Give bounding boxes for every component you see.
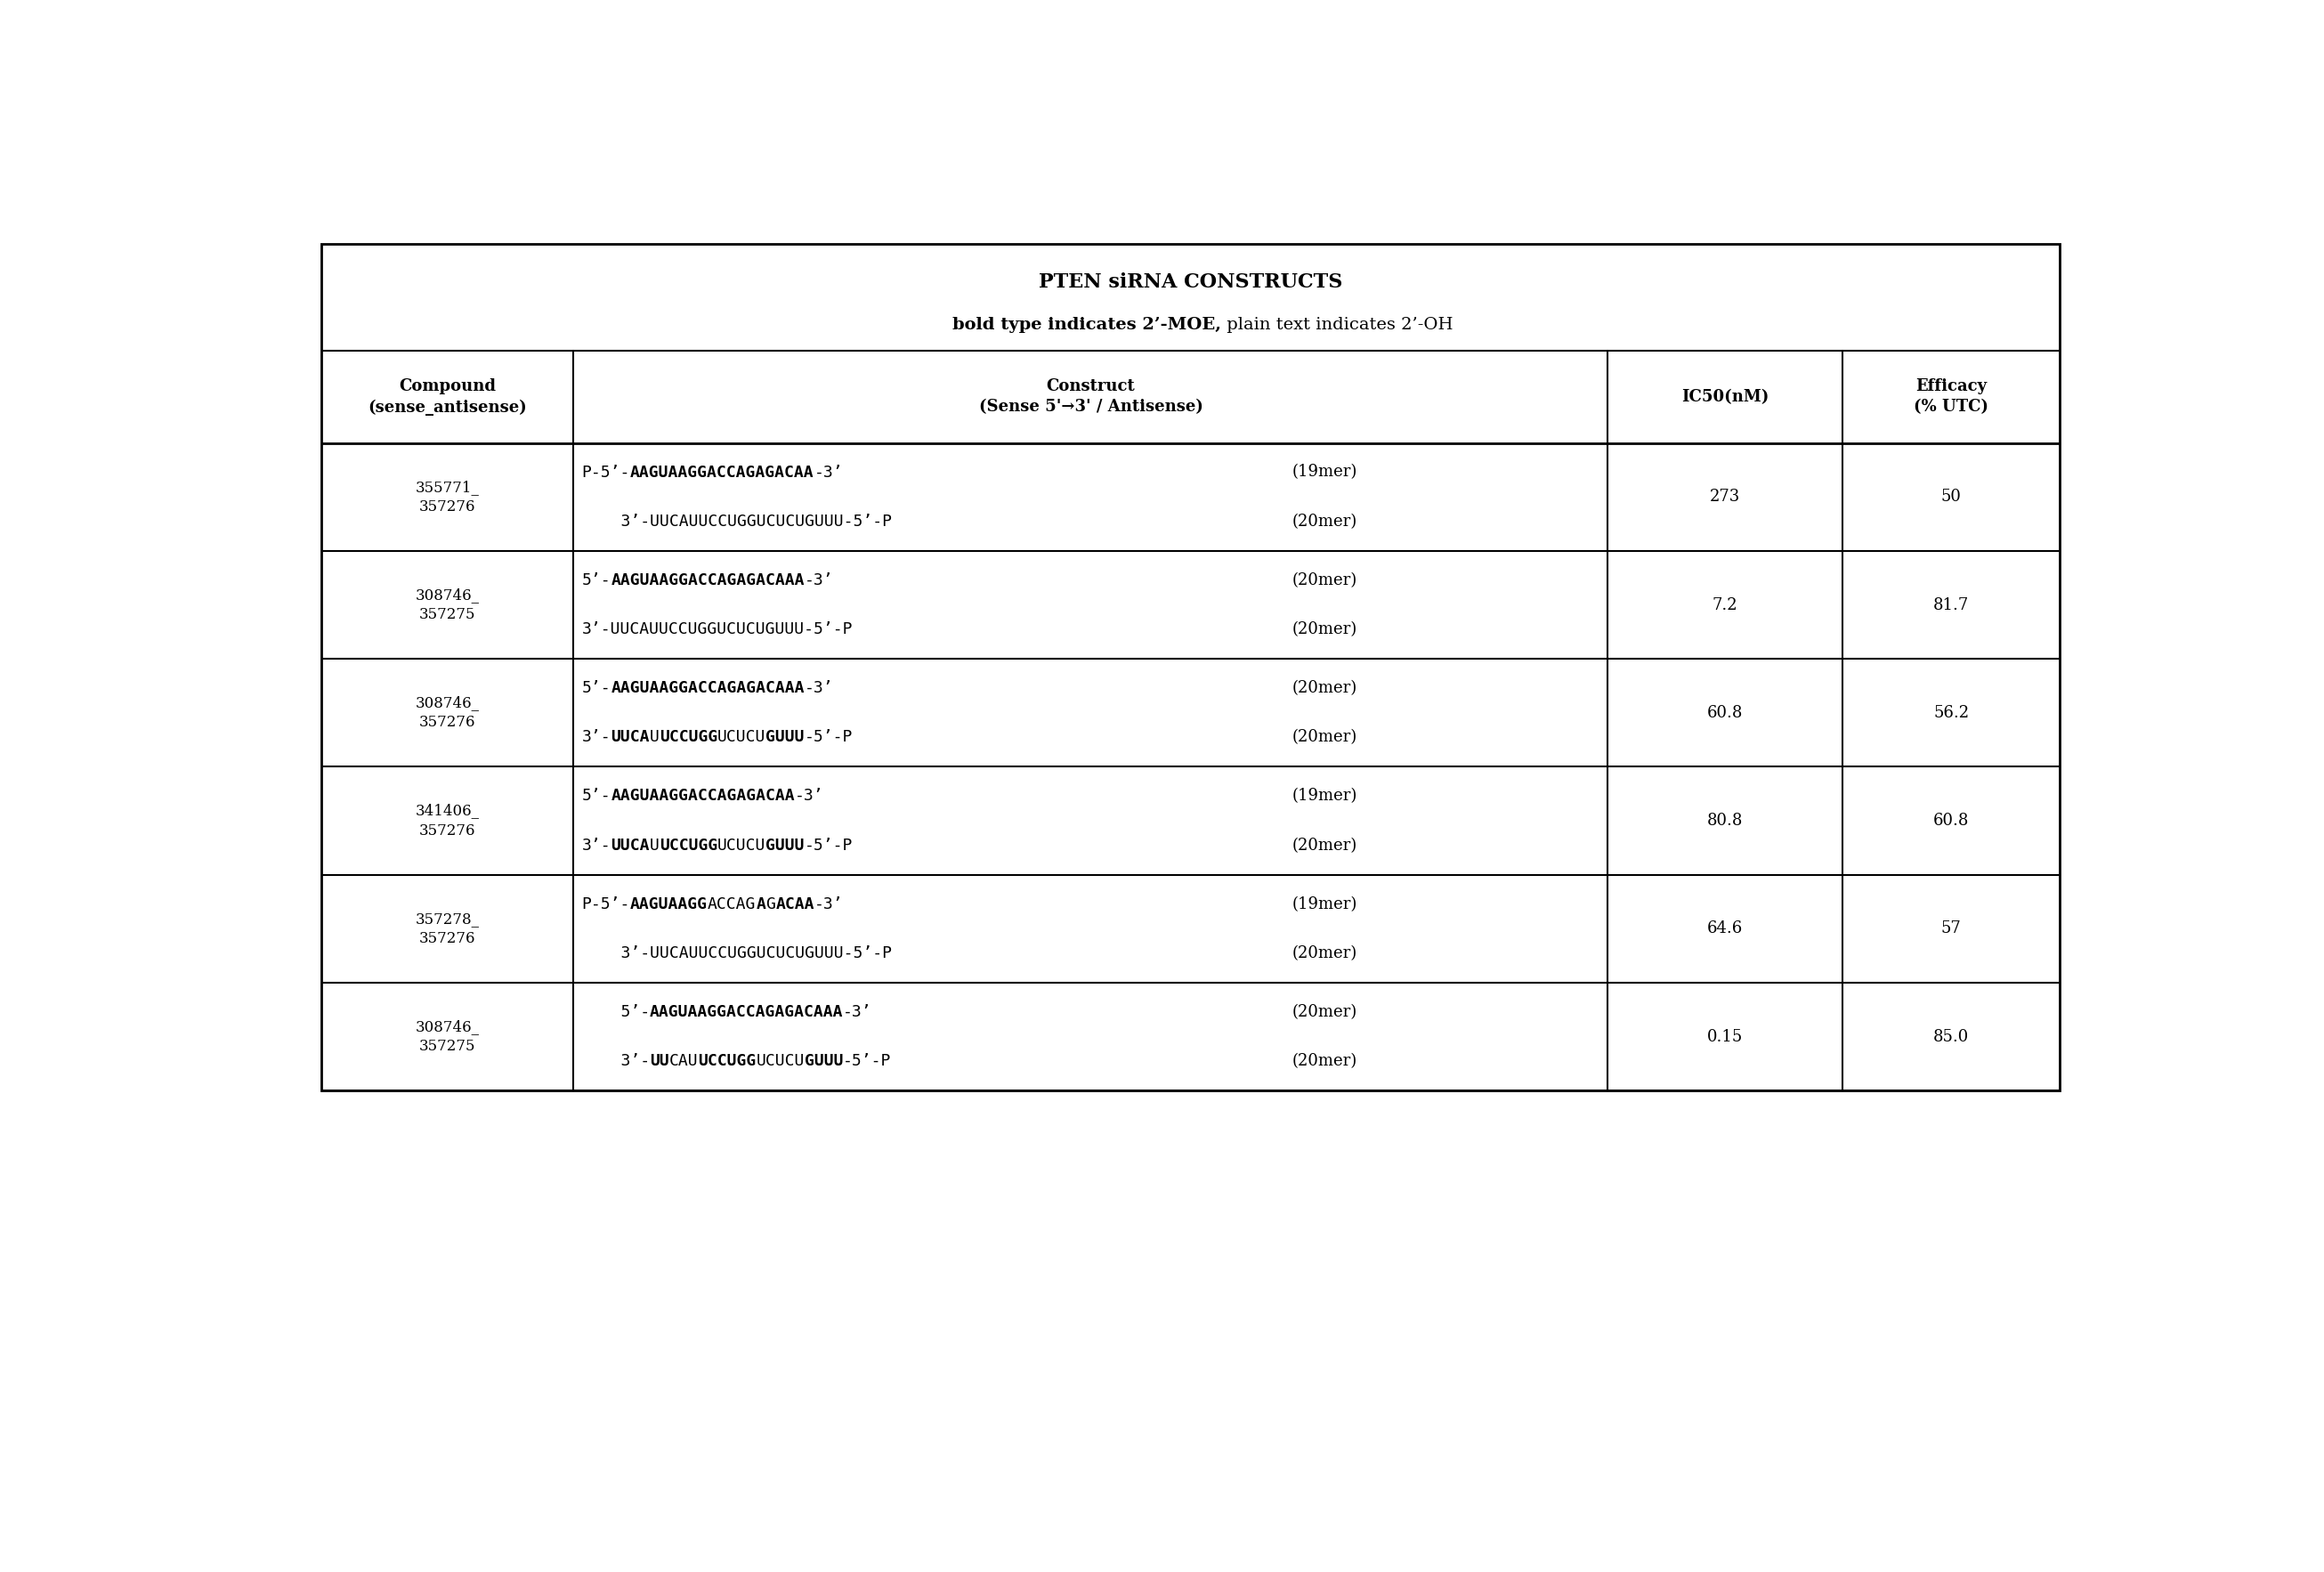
Text: AAGUAAGG: AAGUAAGG <box>630 896 709 912</box>
Text: 3’-: 3’- <box>581 838 611 854</box>
Text: 308746_
357275: 308746_ 357275 <box>416 588 479 623</box>
Text: UCUCU: UCUCU <box>718 729 767 745</box>
Text: (19mer): (19mer) <box>1292 788 1357 805</box>
Text: 355771_
357276: 355771_ 357276 <box>416 479 479 514</box>
Text: UCUCU: UCUCU <box>755 1053 804 1069</box>
Text: UCUCU: UCUCU <box>718 838 767 854</box>
Text: 60.8: 60.8 <box>1934 813 1968 828</box>
Text: 5’-: 5’- <box>581 788 611 805</box>
Text: 341406_
357276: 341406_ 357276 <box>416 803 479 838</box>
Text: 5’-: 5’- <box>581 681 611 696</box>
Text: 5’-: 5’- <box>581 1005 651 1020</box>
Text: 7.2: 7.2 <box>1713 597 1738 613</box>
Text: P-5’-: P-5’- <box>581 896 630 912</box>
Text: -3’: -3’ <box>813 464 844 479</box>
Text: U: U <box>651 838 660 854</box>
Text: (20mer): (20mer) <box>1292 681 1357 696</box>
Text: 357278_
357276: 357278_ 357276 <box>416 912 479 946</box>
Text: UCCUGG: UCCUGG <box>697 1053 755 1069</box>
Text: (20mer): (20mer) <box>1292 514 1357 530</box>
Text: 0.15: 0.15 <box>1708 1028 1743 1045</box>
Text: U: U <box>651 729 660 745</box>
Text: UUCA: UUCA <box>611 838 651 854</box>
Text: 5’-: 5’- <box>581 572 611 588</box>
Text: Efficacy
(% UTC): Efficacy (% UTC) <box>1915 379 1989 415</box>
Text: -5’-P: -5’-P <box>844 1053 892 1069</box>
Text: PTEN siRNA CONSTRUCTS: PTEN siRNA CONSTRUCTS <box>1039 272 1343 292</box>
Text: ACAA: ACAA <box>776 896 813 912</box>
Text: UUCA: UUCA <box>611 729 651 745</box>
Text: (20mer): (20mer) <box>1292 729 1357 745</box>
Text: 80.8: 80.8 <box>1708 813 1743 828</box>
Text: 56.2: 56.2 <box>1934 704 1968 722</box>
Text: 3’-: 3’- <box>581 729 611 745</box>
Text: IC50(nM): IC50(nM) <box>1683 388 1769 404</box>
Text: P-5’-: P-5’- <box>581 464 630 479</box>
Text: G: G <box>767 896 776 912</box>
Text: (20mer): (20mer) <box>1292 621 1357 638</box>
Text: (19mer): (19mer) <box>1292 464 1357 479</box>
Text: 308746_
357275: 308746_ 357275 <box>416 1019 479 1055</box>
Text: Construct
(Sense 5'→3' / Antisense): Construct (Sense 5'→3' / Antisense) <box>978 379 1204 415</box>
Text: plain text indicates 2’-OH: plain text indicates 2’-OH <box>1220 316 1452 333</box>
Text: CAU: CAU <box>669 1053 697 1069</box>
Text: UU: UU <box>651 1053 669 1069</box>
Text: GUUU: GUUU <box>767 729 804 745</box>
Text: (19mer): (19mer) <box>1292 896 1357 912</box>
Bar <box>321 244 2059 1091</box>
Text: -3’: -3’ <box>813 896 844 912</box>
Text: (20mer): (20mer) <box>1292 838 1357 854</box>
Text: UCCUGG: UCCUGG <box>660 838 718 854</box>
Text: 3’-UUCAUUCCUGGUCUCUGUUU-5’-P: 3’-UUCAUUCCUGGUCUCUGUUU-5’-P <box>581 945 892 962</box>
Text: (20mer): (20mer) <box>1292 1005 1357 1020</box>
Text: -3’: -3’ <box>844 1005 872 1020</box>
Text: AAGUAAGGACCAGAGACAAA: AAGUAAGGACCAGAGACAAA <box>651 1005 844 1020</box>
Text: UCCUGG: UCCUGG <box>660 729 718 745</box>
Text: 3’-UUCAUUCCUGGUCUCUGUUU-5’-P: 3’-UUCAUUCCUGGUCUCUGUUU-5’-P <box>581 514 892 530</box>
Text: (20mer): (20mer) <box>1292 1053 1357 1069</box>
Text: AAGUAAGGACCAGAGACAAA: AAGUAAGGACCAGAGACAAA <box>611 572 804 588</box>
Text: -5’-P: -5’-P <box>804 838 853 854</box>
Text: 60.8: 60.8 <box>1708 704 1743 722</box>
Text: ACCAG: ACCAG <box>709 896 755 912</box>
Text: 308746_
357276: 308746_ 357276 <box>416 695 479 731</box>
Text: bold type indicates 2’-MOE,: bold type indicates 2’-MOE, <box>953 316 1220 333</box>
Text: (20mer): (20mer) <box>1292 572 1357 588</box>
Text: 50: 50 <box>1941 489 1961 505</box>
Text: -3’: -3’ <box>795 788 825 805</box>
Text: 85.0: 85.0 <box>1934 1028 1968 1045</box>
Text: AAGUAAGGACCAGAGACAA: AAGUAAGGACCAGAGACAA <box>611 788 795 805</box>
Text: (20mer): (20mer) <box>1292 945 1357 962</box>
Text: -5’-P: -5’-P <box>804 729 853 745</box>
Text: GUUU: GUUU <box>767 838 804 854</box>
Text: A: A <box>755 896 767 912</box>
Text: GUUU: GUUU <box>804 1053 844 1069</box>
Text: 3’-UUCAUUCCUGGUCUCUGUUU-5’-P: 3’-UUCAUUCCUGGUCUCUGUUU-5’-P <box>581 621 853 638</box>
Text: 273: 273 <box>1710 489 1741 505</box>
Text: Compound
(sense_antisense): Compound (sense_antisense) <box>367 377 528 415</box>
Text: 64.6: 64.6 <box>1708 921 1743 937</box>
Text: -3’: -3’ <box>804 572 834 588</box>
Text: AAGUAAGGACCAGAGACAAA: AAGUAAGGACCAGAGACAAA <box>611 681 804 696</box>
Text: 3’-: 3’- <box>581 1053 651 1069</box>
Text: 81.7: 81.7 <box>1934 597 1968 613</box>
Text: 57: 57 <box>1941 921 1961 937</box>
Text: -3’: -3’ <box>804 681 834 696</box>
Text: AAGUAAGGACCAGAGACAA: AAGUAAGGACCAGAGACAA <box>630 464 813 479</box>
Text: bold type indicates 2’-MOE, plain text indicates 2’-OH: bold type indicates 2’-MOE, plain text i… <box>953 316 1429 333</box>
